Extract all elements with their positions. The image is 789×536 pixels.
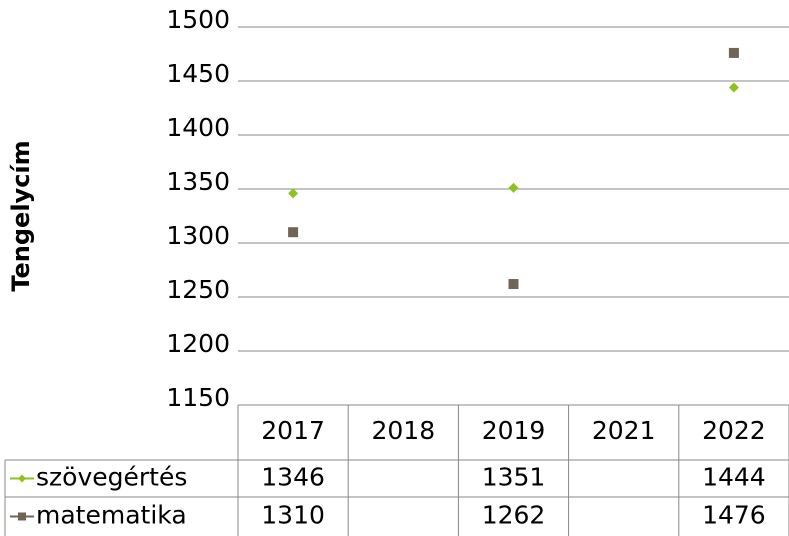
y-tick-label: 1400 (166, 113, 230, 142)
y-tick-label: 1450 (166, 59, 230, 88)
marker (508, 279, 519, 290)
x-tick-label: 2022 (702, 416, 766, 445)
marker (18, 474, 26, 483)
table-value: 1351 (482, 463, 546, 492)
y-tick-label: 1350 (166, 167, 230, 196)
y-tick-label: 1300 (166, 221, 230, 250)
table-value: 1444 (702, 463, 766, 492)
marker (288, 188, 299, 199)
y-axis-title: Tengelycím (7, 140, 35, 291)
y-tick-label: 1500 (166, 5, 230, 34)
table-value: 1262 (482, 501, 546, 530)
table-value: 1346 (261, 463, 325, 492)
x-tick-label: 2018 (371, 416, 435, 445)
table-value: 1476 (702, 501, 766, 530)
y-tick-label: 1200 (166, 329, 230, 358)
x-tick-label: 2021 (592, 416, 656, 445)
legend-label: szövegértés (36, 463, 187, 492)
y-tick-label: 1250 (166, 275, 230, 304)
marker (728, 47, 739, 58)
marker (728, 82, 739, 93)
y-tick-label: 1150 (166, 383, 230, 412)
marker (18, 512, 26, 521)
marker (288, 227, 299, 238)
table-value: 1310 (261, 501, 325, 530)
marker (508, 182, 519, 193)
legend-label: matematika (36, 501, 187, 530)
x-tick-label: 2017 (261, 416, 325, 445)
x-tick-label: 2019 (482, 416, 546, 445)
